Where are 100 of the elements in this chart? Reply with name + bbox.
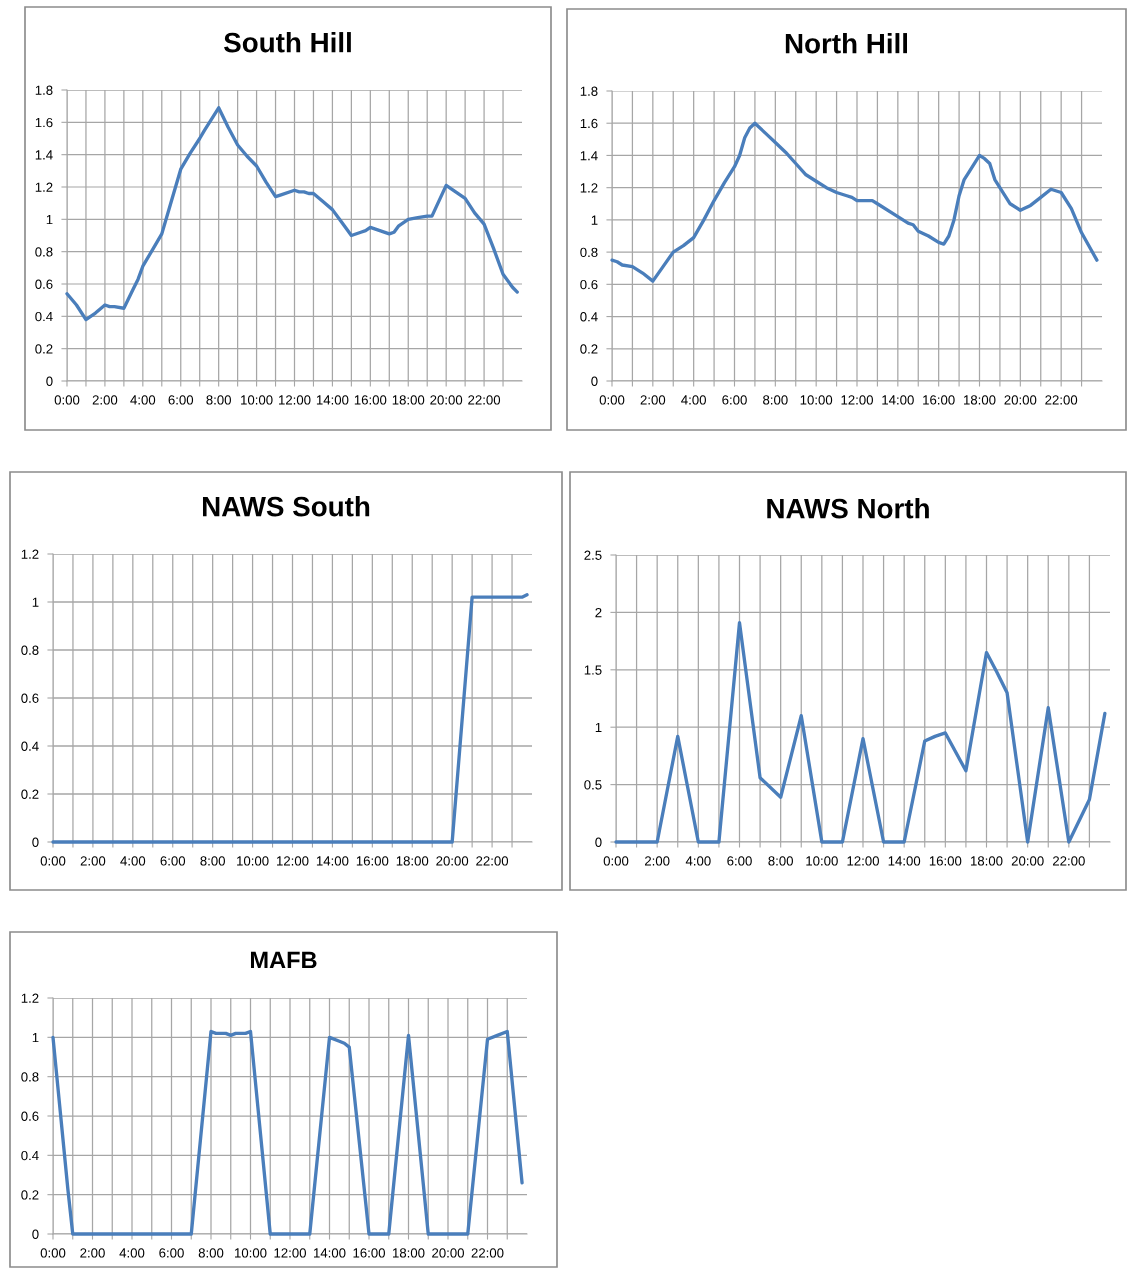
y-tick-label: 0.6 (21, 1111, 39, 1121)
y-tick-label: 1.2 (21, 993, 39, 1003)
x-tick-label: 4:00 (130, 395, 156, 405)
x-tick-label: 6:00 (160, 856, 186, 866)
x-tick-label: 10:00 (235, 1248, 267, 1258)
chart-title: MAFB (250, 951, 317, 969)
x-tick-label: 22:00 (476, 856, 509, 866)
y-tick-label: 0.5 (584, 780, 602, 790)
y-tick-label: 0 (591, 376, 598, 386)
y-tick-label: 0.2 (21, 1190, 39, 1200)
x-tick-label: 12:00 (279, 395, 311, 405)
x-tick-label: 2:00 (92, 395, 118, 405)
y-tick-label: 0 (595, 837, 602, 847)
y-tick-label: 0.6 (35, 279, 53, 289)
y-tick-label: 0 (46, 376, 53, 386)
x-tick-label: 6:00 (722, 395, 747, 405)
y-tick-label: 2.5 (584, 550, 602, 560)
chart-title: NAWS South (202, 496, 370, 517)
y-tick-label: 2 (595, 607, 602, 618)
x-tick-label: 12:00 (847, 856, 879, 866)
y-tick-label: 1.6 (35, 117, 53, 128)
x-tick-label: 2:00 (80, 1248, 105, 1258)
y-tick-label: 0.8 (35, 247, 53, 257)
x-tick-label: 16:00 (923, 395, 955, 405)
y-tick-label: 0.2 (580, 344, 598, 354)
y-tick-label: 0.8 (21, 645, 39, 655)
y-tick-label: 0.2 (21, 789, 39, 799)
y-tick-label: 1.4 (580, 151, 598, 161)
x-tick-label: 2:00 (644, 856, 670, 866)
y-tick-label: 1.8 (35, 85, 53, 95)
y-tick-label: 0.2 (35, 344, 53, 354)
y-tick-label: 1.5 (584, 665, 602, 675)
x-tick-label: 2:00 (640, 395, 666, 405)
y-tick-label: 1.2 (580, 183, 598, 193)
x-tick-label: 0:00 (603, 856, 629, 866)
x-tick-label: 4:00 (119, 1248, 145, 1258)
x-tick-label: 2:00 (80, 856, 106, 866)
x-tick-label: 8:00 (206, 395, 231, 405)
x-tick-label: 10:00 (800, 395, 833, 405)
y-tick-label: 1 (32, 597, 39, 607)
y-tick-label: 0 (32, 1229, 39, 1239)
x-tick-label: 10:00 (806, 856, 838, 866)
y-tick-label: 1.2 (21, 549, 39, 559)
x-tick-label: 8:00 (763, 395, 788, 405)
x-tick-label: 22:00 (1052, 856, 1085, 866)
x-tick-label: 0:00 (54, 395, 80, 405)
x-tick-label: 0:00 (40, 856, 66, 866)
y-tick-label: 0.8 (580, 247, 598, 258)
y-tick-label: 1.2 (35, 182, 53, 192)
x-tick-label: 6:00 (168, 395, 194, 405)
x-tick-label: 8:00 (198, 1248, 224, 1258)
x-tick-label: 16:00 (929, 856, 962, 866)
x-tick-label: 12:00 (277, 856, 309, 866)
x-tick-label: 20:00 (430, 395, 463, 405)
x-tick-label: 4:00 (681, 395, 706, 405)
x-tick-label: 20:00 (1011, 856, 1044, 866)
x-tick-label: 16:00 (354, 395, 387, 405)
x-tick-label: 18:00 (964, 395, 996, 405)
x-tick-label: 18:00 (393, 1248, 425, 1258)
x-tick-label: 22:00 (1045, 395, 1078, 405)
x-tick-label: 20:00 (436, 856, 469, 866)
x-tick-label: 0:00 (599, 395, 625, 405)
y-tick-label: 0.4 (21, 1150, 39, 1161)
y-tick-label: 1.4 (35, 150, 53, 160)
x-tick-label: 0:00 (40, 1248, 66, 1258)
x-tick-label: 14:00 (314, 1248, 346, 1258)
y-tick-label: 0.4 (580, 312, 598, 322)
x-tick-label: 18:00 (396, 856, 429, 866)
y-tick-label: 1 (46, 215, 53, 225)
x-tick-label: 4:00 (120, 856, 146, 866)
x-tick-label: 16:00 (353, 1248, 385, 1258)
y-tick-label: 1 (591, 215, 598, 225)
y-tick-label: 1 (32, 1033, 39, 1043)
x-tick-label: 10:00 (237, 856, 269, 866)
x-tick-label: 14:00 (882, 395, 914, 405)
x-tick-label: 14:00 (316, 395, 349, 405)
y-tick-label: 0.6 (580, 279, 598, 290)
x-tick-label: 12:00 (841, 395, 873, 405)
chart-title: NAWS North (767, 498, 929, 519)
x-tick-label: 8:00 (200, 856, 225, 866)
y-tick-label: 1.8 (580, 86, 598, 96)
x-tick-label: 10:00 (241, 395, 273, 405)
x-tick-label: 22:00 (471, 1248, 504, 1258)
y-tick-label: 0.4 (35, 311, 53, 322)
x-tick-label: 14:00 (888, 856, 921, 866)
x-tick-label: 6:00 (727, 856, 752, 866)
x-tick-label: 14:00 (316, 856, 349, 866)
y-tick-label: 0.6 (21, 693, 39, 703)
x-tick-label: 18:00 (392, 395, 425, 405)
chart-title: North Hill (785, 33, 908, 54)
x-tick-label: 4:00 (685, 856, 711, 866)
x-tick-label: 22:00 (468, 395, 501, 405)
x-tick-label: 12:00 (274, 1248, 306, 1258)
x-tick-label: 18:00 (971, 856, 1003, 866)
y-tick-label: 0.4 (21, 741, 39, 751)
x-tick-label: 20:00 (432, 1248, 464, 1258)
x-tick-label: 20:00 (1004, 395, 1037, 405)
x-tick-label: 16:00 (356, 856, 389, 866)
chart-title: South Hill (224, 32, 351, 53)
y-tick-label: 0 (32, 837, 39, 847)
